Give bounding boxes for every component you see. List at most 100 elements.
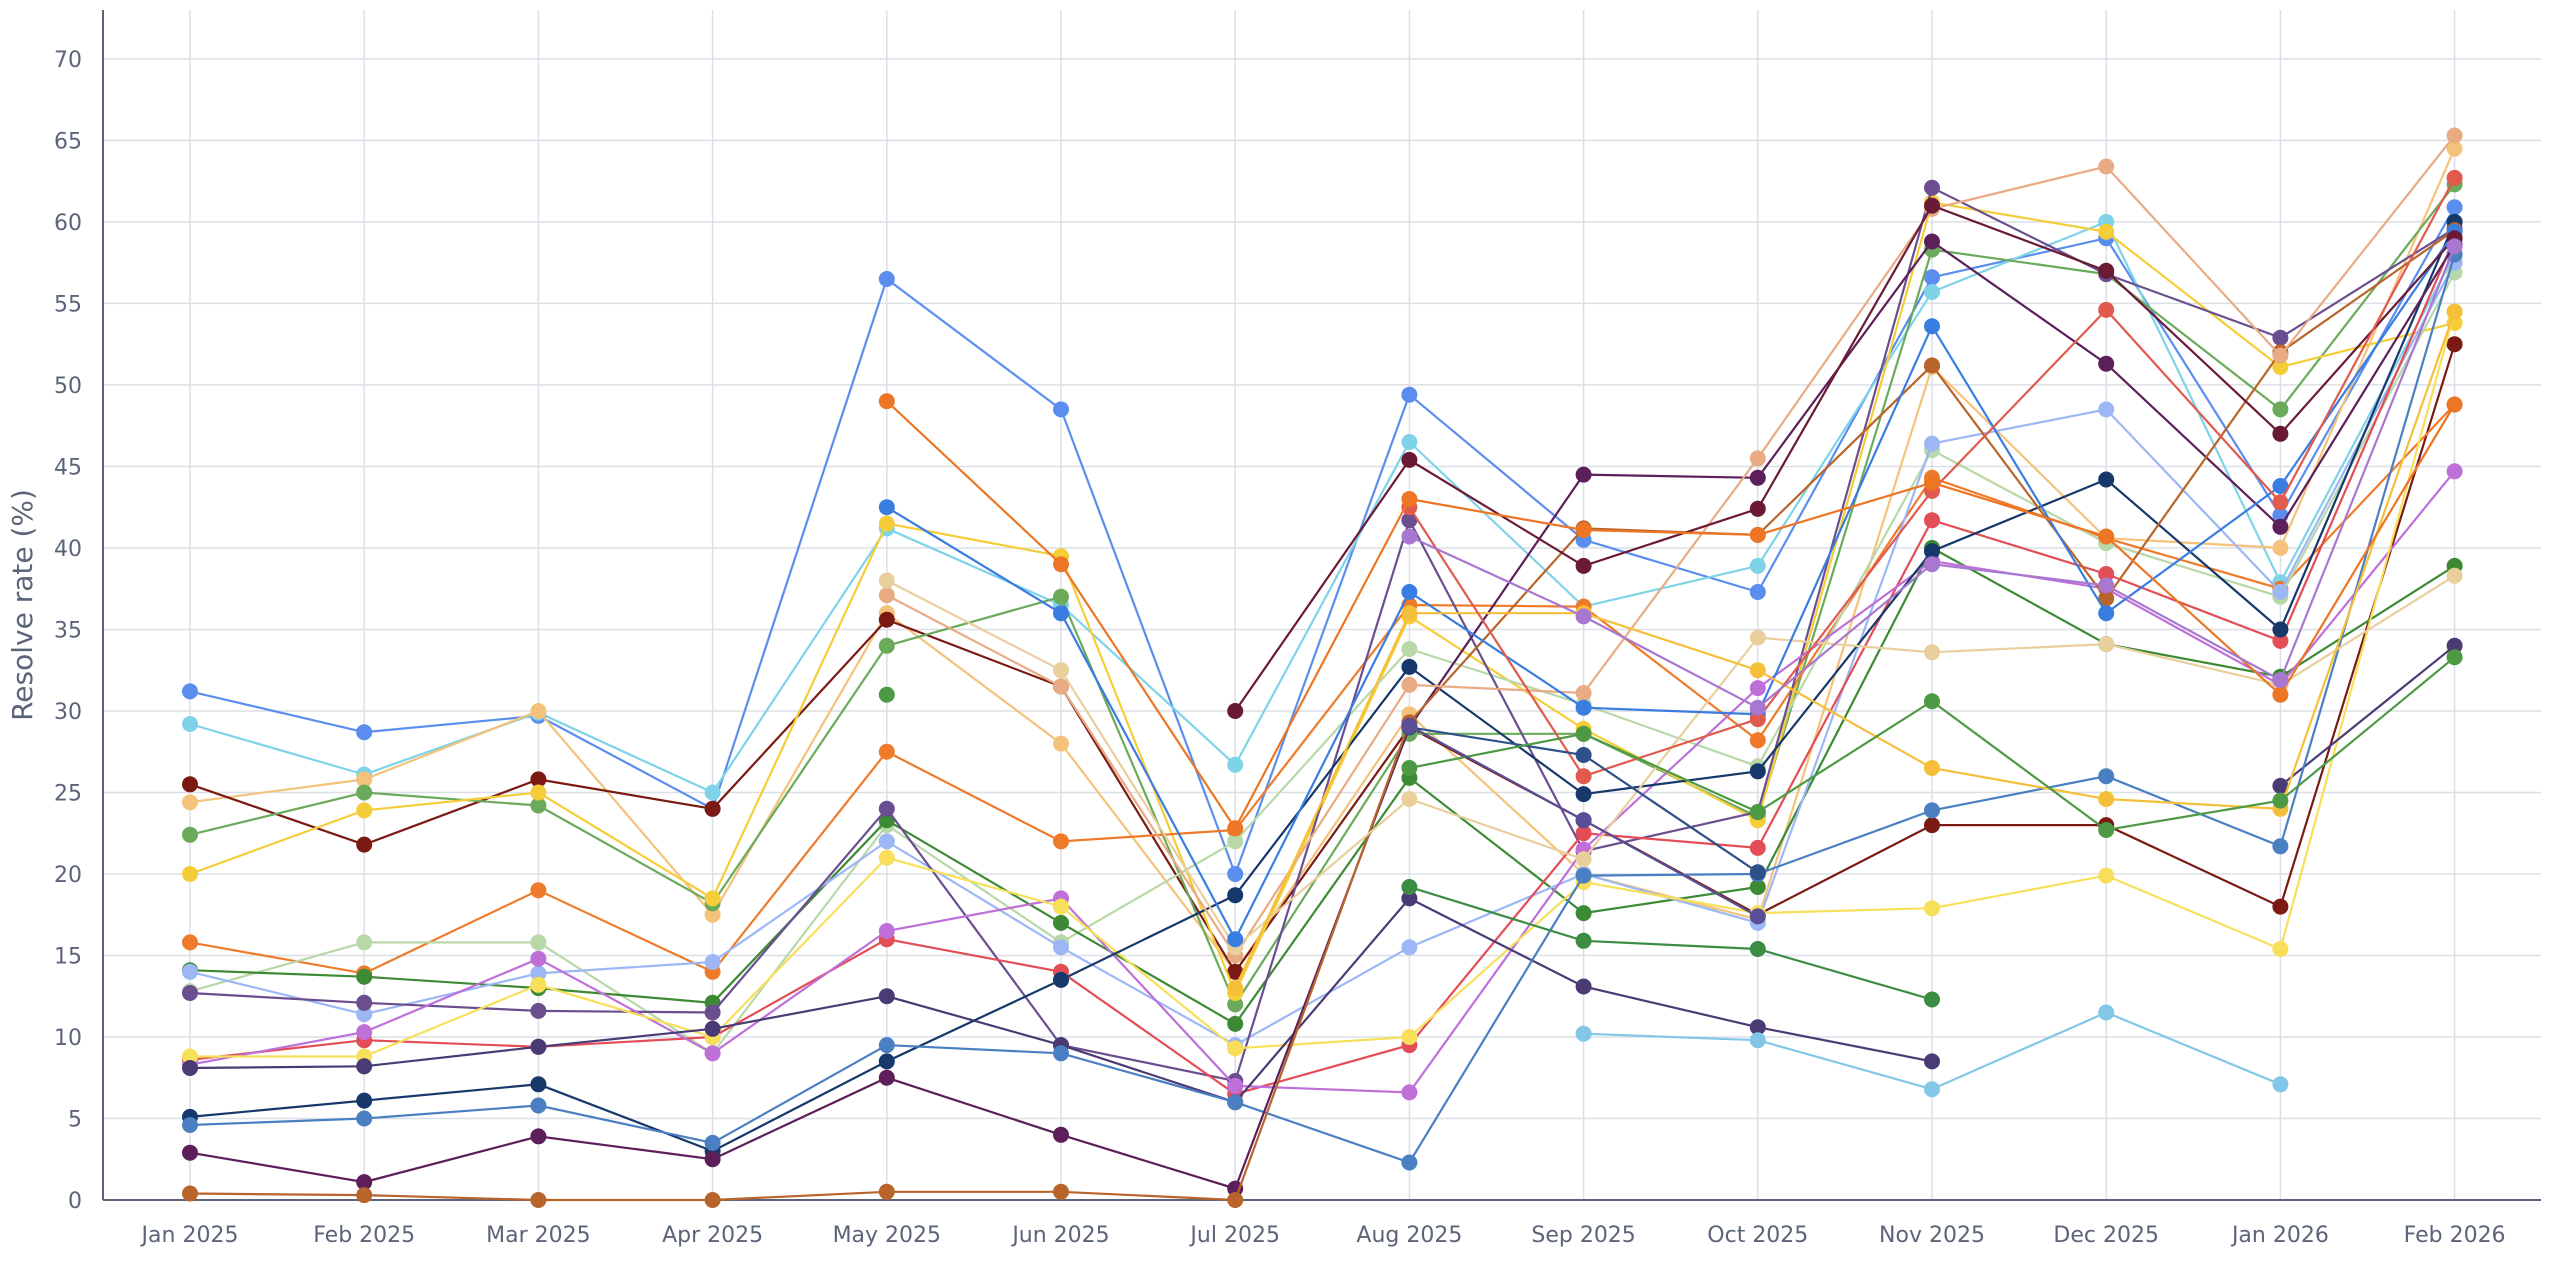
data-point xyxy=(2446,303,2463,320)
data-point xyxy=(2098,822,2115,838)
series-line xyxy=(189,206,2456,878)
data-point xyxy=(1401,658,1418,675)
series-s18 xyxy=(182,233,2463,1197)
data-point xyxy=(878,393,895,410)
x-tick-label: Nov 2025 xyxy=(1879,1223,1985,1248)
tick-labels: 0 5 10 15 20 25 30 35 40 45 50 55 60 65 70 Jan 2025 Feb … xyxy=(54,48,2506,1248)
data-point xyxy=(2272,329,2289,346)
series-s26 xyxy=(878,393,2463,837)
data-point xyxy=(1924,543,1940,560)
data-point xyxy=(530,1097,547,1114)
data-point xyxy=(1575,725,1592,742)
data-point xyxy=(2272,621,2289,638)
data-point xyxy=(1749,1032,1766,1049)
y-tick-label: 45 xyxy=(54,455,82,480)
data-point xyxy=(356,994,373,1011)
data-point xyxy=(2446,637,2463,654)
data-point xyxy=(530,1002,547,1019)
data-point xyxy=(1401,605,1418,622)
data-point xyxy=(2446,199,2463,216)
series-line xyxy=(189,254,2456,1164)
data-point xyxy=(1227,1015,1244,1032)
data-point xyxy=(2098,768,2115,785)
data-point xyxy=(704,906,721,923)
data-point xyxy=(2272,518,2289,535)
data-point xyxy=(1924,1053,1940,1070)
data-point xyxy=(1749,699,1766,716)
series-s12 xyxy=(182,230,2463,1102)
data-point xyxy=(1924,435,1940,452)
series-s19 xyxy=(182,222,2463,1208)
data-point xyxy=(878,611,895,628)
data-point xyxy=(704,1020,721,1037)
x-tick-label: Jul 2025 xyxy=(1188,1223,1280,1248)
data-point xyxy=(2272,632,2289,649)
data-point xyxy=(182,794,198,811)
series-line xyxy=(1234,204,2456,712)
data-point xyxy=(2446,649,2463,666)
series-s10 xyxy=(182,254,2463,1054)
y-tick-label: 30 xyxy=(54,700,82,725)
data-point xyxy=(1749,450,1766,467)
data-point xyxy=(1227,866,1244,882)
data-point xyxy=(1053,588,1069,605)
data-point xyxy=(1401,386,1418,403)
data-point xyxy=(356,1110,373,1127)
data-point xyxy=(182,866,198,882)
data-point xyxy=(2098,605,2115,622)
data-point xyxy=(1401,584,1418,600)
data-point xyxy=(1401,434,1418,450)
series-s32 xyxy=(1401,717,1766,925)
data-point xyxy=(1924,644,1940,661)
data-point xyxy=(878,637,895,654)
data-point xyxy=(2272,539,2289,556)
series-line xyxy=(189,237,2456,1096)
data-point xyxy=(2098,577,2115,594)
data-point xyxy=(1749,864,1766,881)
series-line xyxy=(189,229,2456,1202)
series-s20 xyxy=(878,127,2463,964)
series-line xyxy=(886,400,2456,831)
data-point xyxy=(1749,804,1766,820)
data-point xyxy=(1749,941,1766,957)
data-point xyxy=(1575,747,1592,763)
data-point xyxy=(1227,980,1244,997)
data-point xyxy=(530,703,547,719)
data-point xyxy=(878,800,895,817)
series-line xyxy=(1409,885,1933,1001)
x-tick-label: Jan 2026 xyxy=(2230,1223,2329,1248)
data-point xyxy=(1401,939,1418,956)
data-point xyxy=(530,1038,547,1055)
data-point xyxy=(704,784,721,801)
data-point xyxy=(1924,179,1940,196)
data-point xyxy=(1401,641,1418,657)
data-point xyxy=(1924,512,1940,529)
data-point xyxy=(356,1187,373,1204)
data-point xyxy=(1924,318,1940,335)
data-point xyxy=(1749,711,1766,728)
data-point xyxy=(2272,584,2289,600)
data-point xyxy=(182,826,198,843)
data-point xyxy=(1575,851,1592,868)
data-point xyxy=(2098,355,2115,372)
x-tick-label: Aug 2025 xyxy=(1356,1223,1462,1248)
x-tick-label: May 2025 xyxy=(833,1223,941,1248)
data-point xyxy=(1053,939,1069,956)
series-line xyxy=(189,239,2456,1190)
data-point xyxy=(1227,996,1244,1013)
data-point xyxy=(1749,680,1766,697)
series-line xyxy=(189,470,2456,1094)
series-s3 xyxy=(182,140,2463,980)
data-point xyxy=(1749,584,1766,600)
series-layer xyxy=(182,127,2463,1208)
y-tick-label: 40 xyxy=(54,537,82,562)
data-point xyxy=(182,1117,198,1133)
data-point xyxy=(1401,890,1418,907)
data-point xyxy=(182,963,198,980)
data-point xyxy=(878,686,895,703)
y-tick-label: 60 xyxy=(54,211,82,236)
data-point xyxy=(878,743,895,760)
data-point xyxy=(1401,512,1418,529)
data-point xyxy=(1924,760,1940,776)
series-line xyxy=(189,220,2456,794)
